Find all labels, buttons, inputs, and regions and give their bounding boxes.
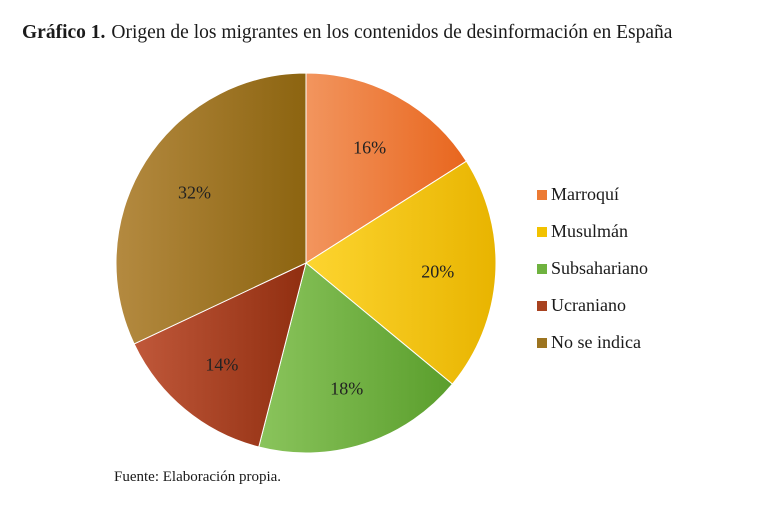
slice-label: 18% bbox=[330, 379, 363, 399]
legend-item: Ucraniano bbox=[537, 287, 648, 324]
legend-label: Subsahariano bbox=[551, 258, 648, 278]
chart-title-label: Gráfico 1. bbox=[22, 22, 106, 43]
legend-item: Subsahariano bbox=[537, 250, 648, 287]
legend-swatch bbox=[537, 189, 547, 200]
slice-label: 20% bbox=[421, 261, 454, 281]
legend-label: Musulmán bbox=[551, 221, 629, 241]
legend-label: Marroquí bbox=[551, 184, 619, 204]
legend-label: Ucraniano bbox=[551, 295, 626, 315]
source-note: Fuente: Elaboración propia. bbox=[114, 469, 282, 485]
pie-slice-musulmán bbox=[305, 160, 497, 385]
legend-swatch bbox=[537, 300, 547, 311]
legend-swatch bbox=[537, 263, 547, 274]
legend-label: No se indica bbox=[551, 332, 641, 352]
pie-slice-marroquí bbox=[305, 72, 468, 264]
slice-label: 14% bbox=[205, 355, 238, 375]
chart-title-text: Origen de los migrantes en los contenido… bbox=[111, 22, 673, 43]
pie-slice-ucraniano bbox=[133, 262, 307, 448]
legend-item: Marroquí bbox=[537, 176, 648, 213]
legend-item: Musulmán bbox=[537, 213, 648, 250]
legend: Marroquí Musulmán Subsahariano Ucraniano No … bbox=[537, 176, 648, 361]
legend-swatch bbox=[537, 226, 547, 237]
pie-slice-subsahariano bbox=[258, 262, 454, 454]
legend-swatch bbox=[537, 337, 547, 348]
chart-title: Gráfico 1. Origen de los migrantes en los… bbox=[22, 22, 672, 44]
slice-label: 32% bbox=[178, 182, 211, 202]
slice-label: 16% bbox=[353, 137, 386, 157]
legend-item: No se indica bbox=[537, 324, 648, 361]
pie-slice-no-se-indica bbox=[115, 72, 307, 345]
